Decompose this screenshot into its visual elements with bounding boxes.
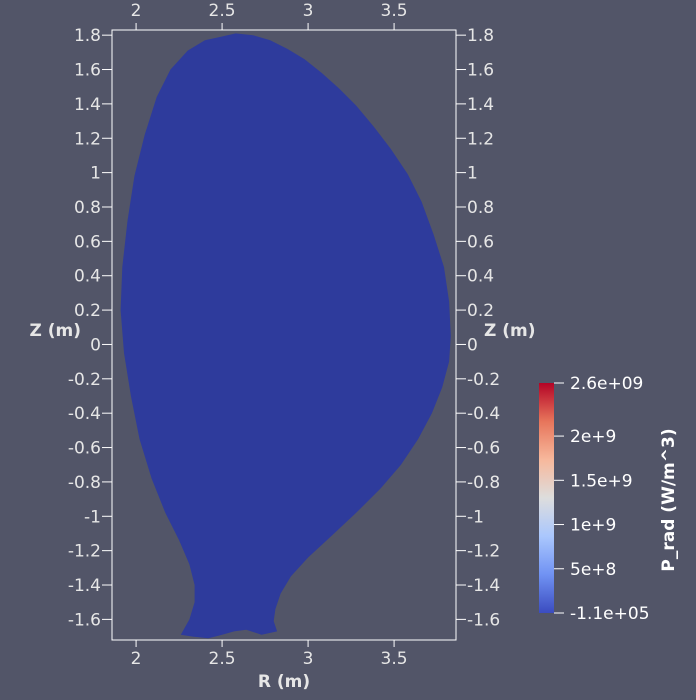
y-tick-label-left: 1.8 [74,26,101,46]
colorbar: P_rad (W/m^3) 2.6e+09 2e+9 1.5e+9 1e+9 5e+8 -… [539,374,679,624]
x-tick-label-top: 2.5 [209,1,236,21]
y-tick-label-right: -0.8 [467,473,500,493]
axis-ticks: 2 2 2.5 2.5 3 3 3.5 3.5 1.8 1.8 1.6 1.6 1.4 1.4 1.2 1.2… [68,1,500,669]
y-tick-label-right: 0.2 [467,301,494,321]
y-axis-title-right: Z (m) [484,321,536,341]
y-tick-label-left: 0.2 [74,301,101,321]
y-tick-label-right: 1.8 [467,26,494,46]
plot-frame [111,29,457,641]
colorbar-gradient [539,383,554,613]
y-tick-label-right: -1.6 [467,610,500,630]
colorbar-tick-label: 2e+9 [570,427,616,447]
colorbar-title: P_rad (W/m^3) [659,428,679,571]
y-tick-label-left: -0.4 [68,404,101,424]
x-tick-label-top: 3.5 [381,1,408,21]
y-tick-label-left: -1.2 [68,542,101,562]
y-tick-label-right: 1.2 [467,129,494,149]
x-tick-label-bottom: 2.5 [209,649,236,669]
y-tick-label-left: 0.6 [74,232,101,252]
x-tick-label-bottom: 2 [131,649,142,669]
colorbar-tick-label: -1.1e+05 [570,604,650,624]
y-tick-label-left: 1.4 [74,95,101,115]
y-tick-label-left: -1.4 [68,576,101,596]
y-tick-label-right: 0 [467,335,478,355]
y-tick-label-right: 0.6 [467,232,494,252]
colorbar-tick-label: 1e+9 [570,516,616,536]
y-tick-label-left: 1.6 [74,61,101,81]
colorbar-tick-label: 5e+8 [570,560,616,580]
y-tick-label-right: -0.4 [467,404,500,424]
x-tick-label-top: 3 [303,1,314,21]
axis-titles: R (m) Z (m) Z (m) [30,321,536,692]
y-tick-label-right: 0.4 [467,267,494,287]
y-tick-label-right: -1 [467,507,484,527]
y-tick-label-left: -0.8 [68,473,101,493]
y-tick-label-left: 0 [90,335,101,355]
y-tick-label-right: 0.8 [467,198,494,218]
y-tick-label-left: -1.6 [68,610,101,630]
y-tick-label-right: -1.2 [467,542,500,562]
y-tick-label-right: -0.2 [467,370,500,390]
y-tick-label-left: 1.2 [74,129,101,149]
colorbar-tick-label: 1.5e+9 [570,471,633,491]
y-tick-label-right: 1 [467,164,478,184]
y-tick-label-left: 0.4 [74,267,101,287]
y-tick-label-left: 0.8 [74,198,101,218]
x-axis-title: R (m) [258,672,310,692]
y-axis-title-left: Z (m) [30,321,82,341]
colorbar-tick-label: 2.6e+09 [570,374,643,394]
x-tick-label-bottom: 3 [303,649,314,669]
x-tick-label-bottom: 3.5 [381,649,408,669]
y-tick-label-right: -0.6 [467,439,500,459]
y-tick-label-left: -0.6 [68,439,101,459]
y-tick-label-left: -1 [84,507,101,527]
y-tick-label-left: -0.2 [68,370,101,390]
y-tick-label-right: -1.4 [467,576,500,596]
y-tick-label-right: 1.4 [467,95,494,115]
y-tick-label-right: 1.6 [467,61,494,81]
plasma-cross-section [120,33,451,639]
plasma-region [120,33,451,639]
y-tick-label-left: 1 [90,164,101,184]
x-tick-label-top: 2 [131,1,142,21]
